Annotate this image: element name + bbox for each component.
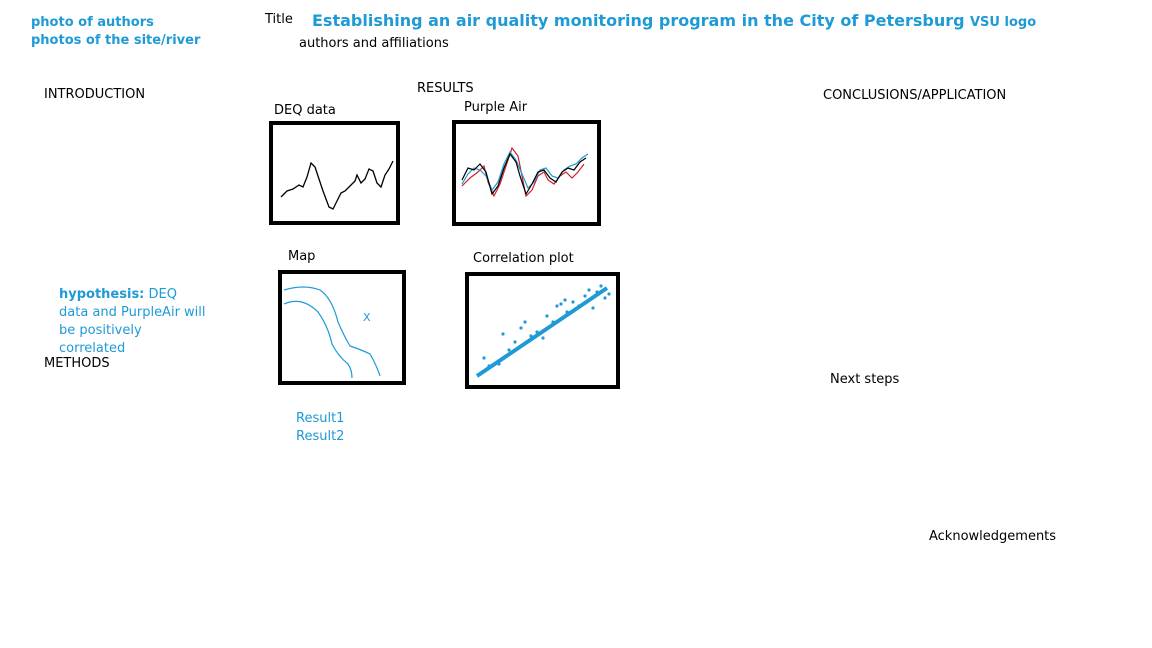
purple-air-plot bbox=[452, 120, 601, 226]
scatter-point bbox=[501, 332, 505, 336]
conclusions-heading: CONCLUSIONS/APPLICATION bbox=[823, 88, 1007, 103]
scatter-point bbox=[571, 300, 575, 304]
results-heading: RESULTS bbox=[417, 81, 474, 96]
scatter-point bbox=[519, 326, 523, 330]
purple-air-caption: Purple Air bbox=[464, 100, 528, 115]
scatter-point bbox=[535, 330, 539, 334]
next-steps-heading: Next steps bbox=[830, 372, 900, 387]
hypothesis-label: hypothesis: bbox=[59, 287, 145, 302]
deq-series-line bbox=[280, 160, 394, 210]
scatter-point bbox=[563, 298, 567, 302]
scatter-point bbox=[587, 288, 591, 292]
scatter-point bbox=[513, 340, 517, 344]
correlation-svg bbox=[475, 284, 611, 378]
deq-caption: DEQ data bbox=[274, 103, 336, 118]
map-figure: X bbox=[278, 270, 406, 385]
deq-plot bbox=[269, 121, 400, 225]
scatter-point bbox=[523, 320, 527, 324]
hypothesis-body: DEQ data and PurpleAir will be positivel… bbox=[59, 287, 206, 356]
scatter-point bbox=[497, 362, 501, 366]
title-label: Title bbox=[265, 12, 293, 27]
river-bank-left bbox=[283, 300, 353, 379]
photo-of-site-placeholder: photos of the site/river bbox=[31, 33, 201, 48]
purple-air-svg bbox=[461, 146, 589, 198]
scatter-point bbox=[577, 304, 581, 308]
scatter-point bbox=[529, 334, 533, 338]
scatter-point bbox=[599, 284, 603, 288]
map-svg: X bbox=[283, 286, 381, 379]
scatter-point bbox=[507, 348, 511, 352]
scatter-point bbox=[591, 306, 595, 310]
correlation-plot bbox=[465, 272, 620, 389]
scatter-point bbox=[545, 314, 549, 318]
scatter-point bbox=[551, 320, 555, 324]
map-marker-x: X bbox=[363, 311, 371, 324]
vsu-logo-placeholder: VSU logo bbox=[970, 15, 1037, 30]
purple-series-black bbox=[461, 152, 587, 196]
scatter-point bbox=[603, 296, 607, 300]
poster-title: Establishing an air quality monitoring p… bbox=[312, 11, 965, 30]
scatter-point bbox=[482, 356, 486, 360]
purple-series-blue bbox=[461, 150, 589, 192]
authors-affiliations: authors and affiliations bbox=[299, 36, 449, 51]
scatter-point bbox=[559, 302, 563, 306]
methods-heading: METHODS bbox=[44, 356, 110, 371]
photo-of-authors-placeholder: photo of authors bbox=[31, 15, 154, 30]
deq-line-svg bbox=[280, 160, 394, 210]
river-bank-right bbox=[283, 286, 381, 377]
result-item-2: Result2 bbox=[296, 429, 345, 444]
scatter-point bbox=[565, 310, 569, 314]
scatter-point bbox=[607, 292, 611, 296]
scatter-point bbox=[595, 290, 599, 294]
scatter-points bbox=[482, 284, 611, 368]
introduction-heading: INTRODUCTION bbox=[44, 87, 146, 102]
scatter-point bbox=[583, 294, 587, 298]
map-caption: Map bbox=[288, 249, 316, 264]
scatter-point bbox=[541, 336, 545, 340]
regression-line bbox=[475, 286, 609, 378]
correlation-caption: Correlation plot bbox=[473, 251, 574, 266]
scatter-point bbox=[487, 364, 491, 368]
result-item-1: Result1 bbox=[296, 411, 345, 426]
purple-series-red bbox=[461, 146, 585, 198]
acknowledgements-heading: Acknowledgements bbox=[929, 529, 1057, 544]
scatter-point bbox=[555, 304, 559, 308]
hypothesis-text: hypothesis: DEQ data and PurpleAir will … bbox=[59, 286, 209, 358]
